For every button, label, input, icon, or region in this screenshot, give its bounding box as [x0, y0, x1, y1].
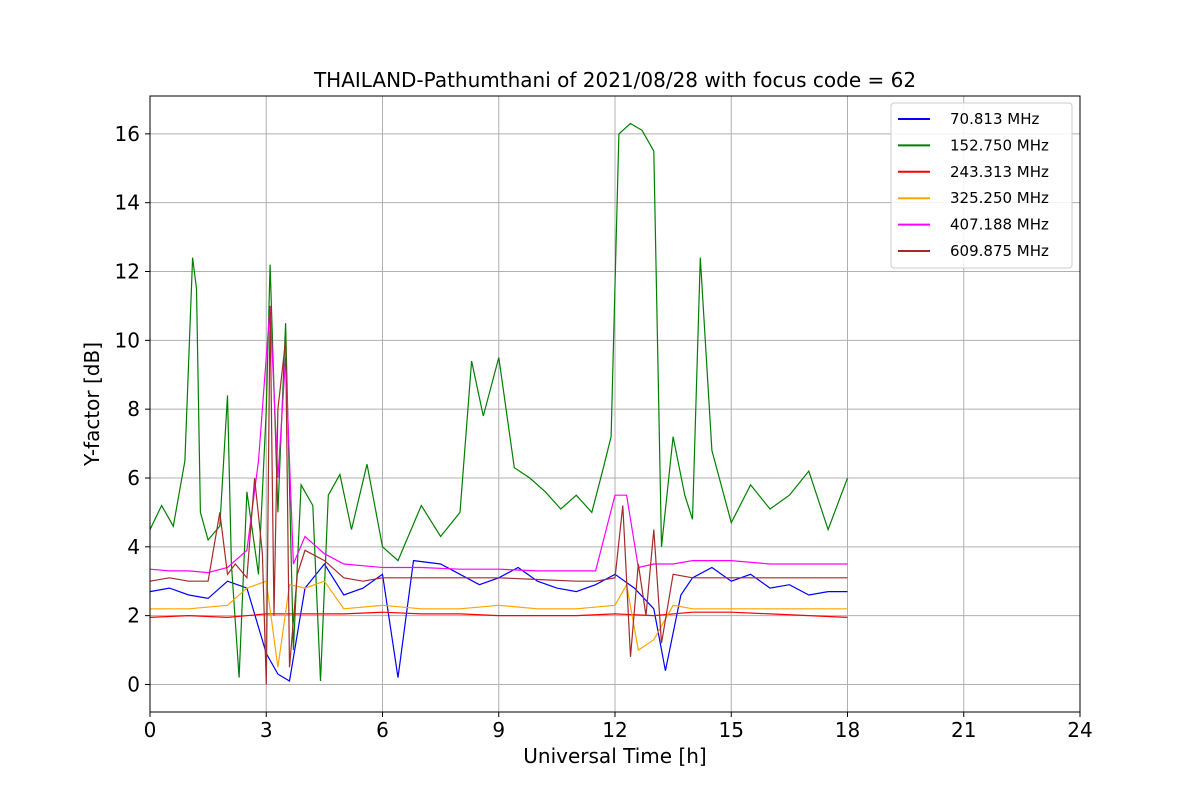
- legend-label-2: 243.313 MHz: [950, 163, 1049, 181]
- series-line-5: [149, 305, 848, 685]
- x-tick-label: 6: [376, 718, 389, 742]
- series-line-3: [150, 580, 848, 668]
- y-tick-label: 14: [115, 191, 140, 215]
- x-tick-label: 15: [719, 718, 744, 742]
- y-tick-label: 12: [115, 260, 140, 284]
- x-tick-label: 12: [602, 718, 627, 742]
- x-tick-label: 9: [492, 718, 505, 742]
- y-tick-label: 8: [127, 397, 140, 421]
- grid: [149, 96, 1081, 712]
- series-line-1: [149, 122, 849, 682]
- x-tick-label: 18: [835, 718, 860, 742]
- legend-label-4: 407.188 MHz: [950, 216, 1049, 234]
- x-tick-label: 0: [144, 718, 157, 742]
- legend-box: [890, 102, 1073, 269]
- x-axis-label: Universal Time [h]: [523, 744, 706, 768]
- legend-label-0: 70.813 MHz: [950, 110, 1039, 128]
- x-tick-label: 3: [260, 718, 273, 742]
- y-tick-label: 6: [127, 466, 140, 490]
- legend-label-1: 152.750 MHz: [950, 136, 1049, 154]
- x-tick-label: 24: [1067, 718, 1092, 742]
- y-tick-label: 0: [127, 672, 140, 696]
- legend-label-3: 325.250 MHz: [950, 189, 1049, 207]
- chart-title: THAILAND-Pathumthani of 2021/08/28 with …: [313, 68, 916, 92]
- y-tick-label: 10: [115, 328, 140, 352]
- series-lines: [149, 122, 849, 685]
- y-axis-label: Y-factor [dB]: [80, 342, 104, 467]
- y-tick-label: 4: [127, 535, 140, 559]
- series-line-4: [149, 305, 848, 574]
- series-line-2: [149, 611, 848, 619]
- legend-label-5: 609.875 MHz: [950, 242, 1049, 260]
- x-tick-label: 21: [951, 718, 976, 742]
- y-tick-label: 2: [127, 604, 140, 628]
- y-tick-label: 16: [115, 122, 140, 146]
- legend: 70.813 MHz 152.750 MHz 243.313 MHz 325.250 …: [890, 102, 1073, 269]
